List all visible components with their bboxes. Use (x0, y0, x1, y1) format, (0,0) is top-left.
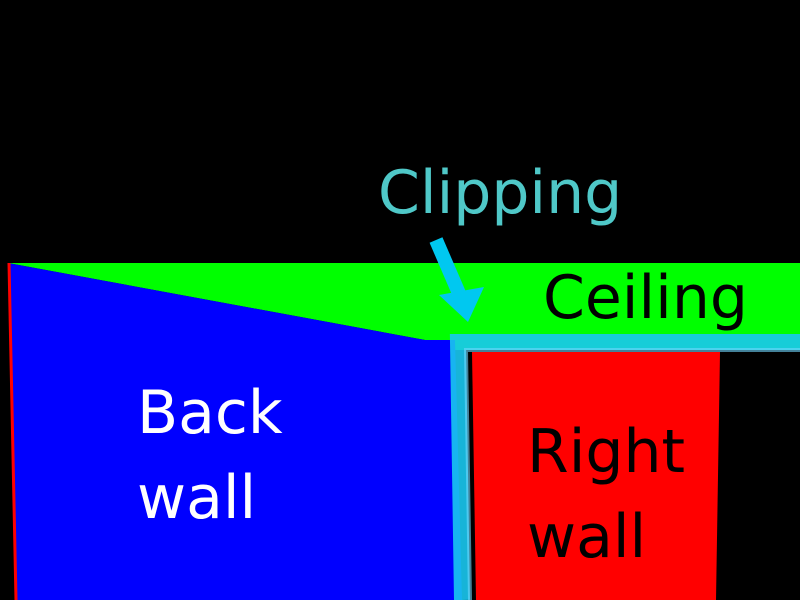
right-wall-label-line1: Right (527, 417, 685, 487)
ceiling-label: Ceiling (543, 263, 748, 333)
back-wall-label-line2: wall (137, 463, 256, 533)
back-wall-left-edge (7, 262, 18, 600)
back-wall-label-line1: Back (137, 378, 283, 448)
clipping-outline-inner (463, 348, 800, 600)
clipping-label: Clipping (378, 158, 622, 228)
right-wall-label-line2: wall (527, 502, 646, 572)
back-wall-polygon (8, 263, 462, 600)
clipping-arrow-shaft (429, 237, 468, 301)
clipping-arrow-head (439, 287, 484, 322)
ceiling-polygon (8, 263, 800, 350)
right-wall-polygon (472, 352, 720, 600)
clipping-outline (449, 334, 800, 600)
